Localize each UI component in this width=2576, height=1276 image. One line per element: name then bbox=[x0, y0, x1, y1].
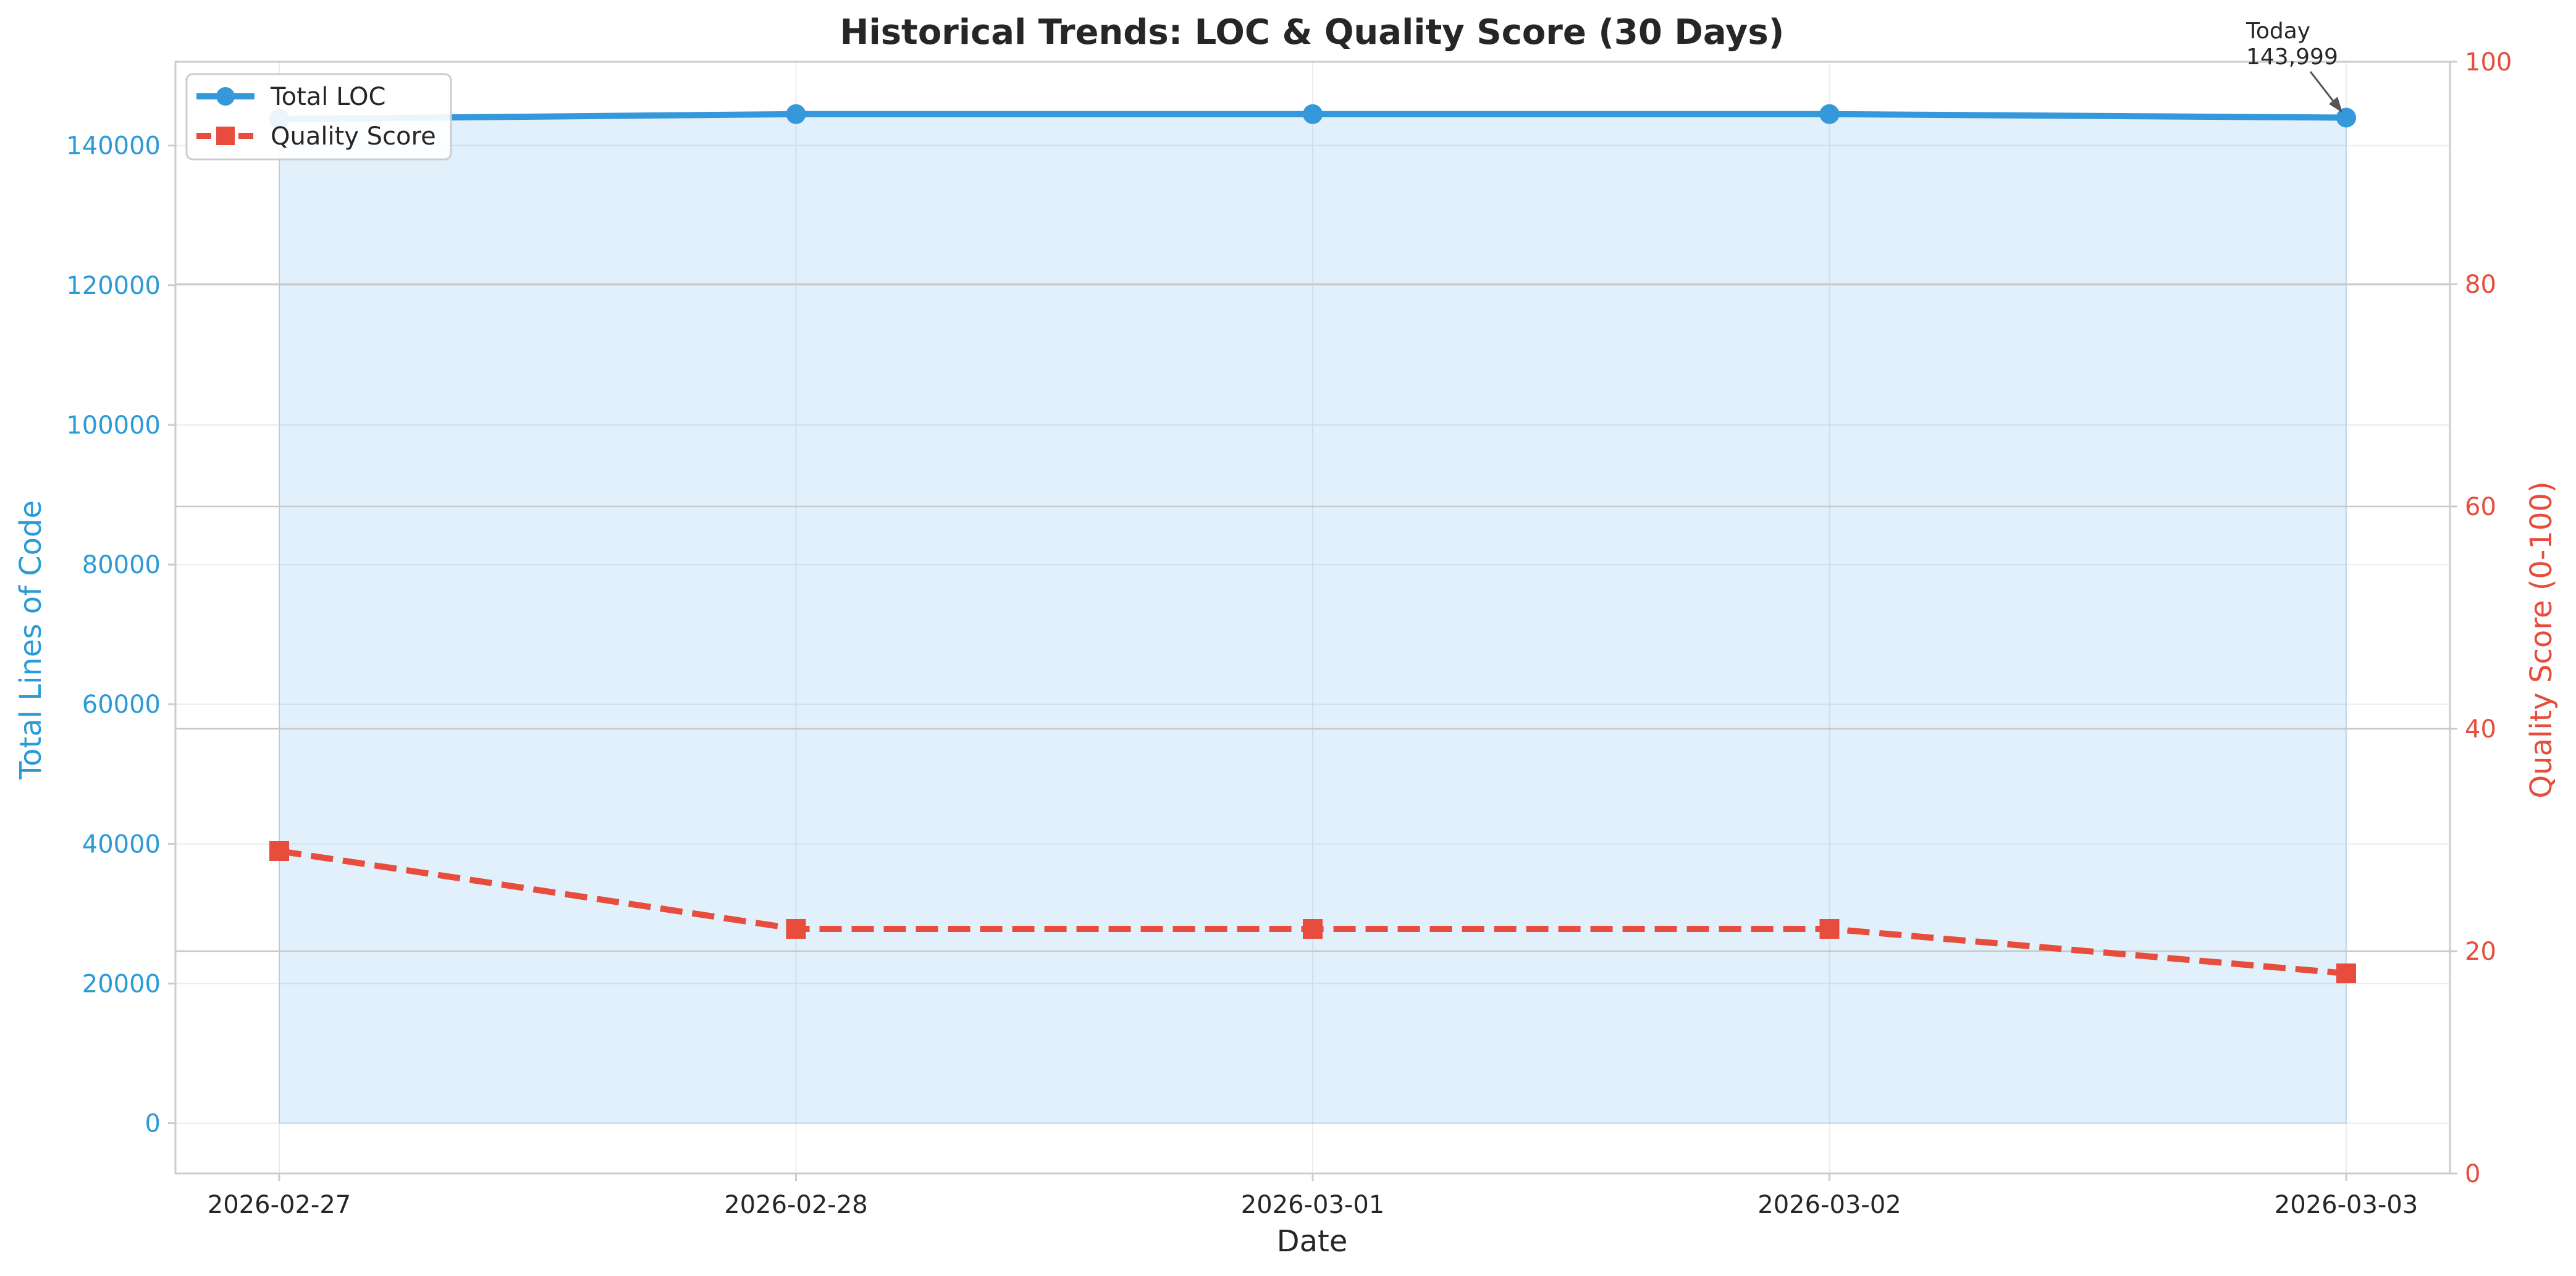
y-left-tick-label: 80000 bbox=[82, 551, 161, 579]
y-left-tick-label: 140000 bbox=[66, 132, 161, 161]
y-left-tick-label: 120000 bbox=[66, 272, 161, 300]
plot-layer: 0 20000 40000 60000 80000 100000 120000 140000 0… bbox=[66, 19, 2512, 1219]
x-tick-label: 2026-02-27 bbox=[208, 1191, 351, 1219]
y-left-tick-label: 0 bbox=[145, 1110, 161, 1138]
legend-total-loc-label: Total LOC bbox=[270, 83, 385, 111]
quality-score-point bbox=[1303, 919, 1323, 939]
y-right-tick-label: 80 bbox=[2465, 271, 2496, 299]
x-axis-label: Date bbox=[1277, 1224, 1348, 1259]
annotation-arrow-head bbox=[2329, 96, 2342, 113]
legend-total-loc-marker bbox=[216, 87, 235, 106]
y-right-tick-label: 20 bbox=[2465, 938, 2496, 966]
quality-score-point bbox=[786, 919, 806, 939]
chart-title: Historical Trends: LOC & Quality Score (… bbox=[840, 12, 1785, 52]
total-loc-point bbox=[786, 104, 806, 124]
total-loc-point bbox=[2336, 107, 2356, 128]
total-loc-point bbox=[1303, 104, 1323, 124]
x-tick-label: 2026-03-02 bbox=[1757, 1191, 1901, 1219]
annotation-label-line1: Today bbox=[2246, 19, 2310, 44]
total-loc-point bbox=[1819, 104, 1840, 124]
y-axis-left-label: Total Lines of Code bbox=[14, 500, 48, 780]
y-right-tick-label: 40 bbox=[2465, 715, 2496, 744]
y-right-tick-label: 0 bbox=[2465, 1160, 2480, 1188]
annotation-label-line2: 143,999 bbox=[2246, 44, 2338, 70]
x-tick-label: 2026-03-01 bbox=[1241, 1191, 1384, 1219]
y-right-tick-label: 100 bbox=[2465, 48, 2512, 77]
quality-score-point bbox=[1819, 919, 1840, 939]
legend-quality-score-label: Quality Score bbox=[271, 122, 436, 151]
loc-area-fill bbox=[279, 113, 2347, 1124]
legend-quality-score-marker bbox=[216, 127, 235, 145]
quality-score-point bbox=[2336, 963, 2356, 983]
y-right-tick-label: 60 bbox=[2465, 493, 2496, 521]
y-left-tick-label: 20000 bbox=[82, 970, 161, 998]
y-axis-right-label: Quality Score (0-100) bbox=[2524, 481, 2559, 798]
legend: Total LOC Quality Score bbox=[185, 73, 452, 161]
x-tick-label: 2026-02-28 bbox=[724, 1191, 867, 1219]
y-left-tick-label: 100000 bbox=[66, 411, 161, 440]
y-left-tick-label: 60000 bbox=[82, 690, 161, 719]
y-left-tick-label: 40000 bbox=[82, 830, 161, 858]
quality-score-point bbox=[269, 841, 289, 861]
x-tick-label: 2026-03-03 bbox=[2275, 1191, 2418, 1219]
